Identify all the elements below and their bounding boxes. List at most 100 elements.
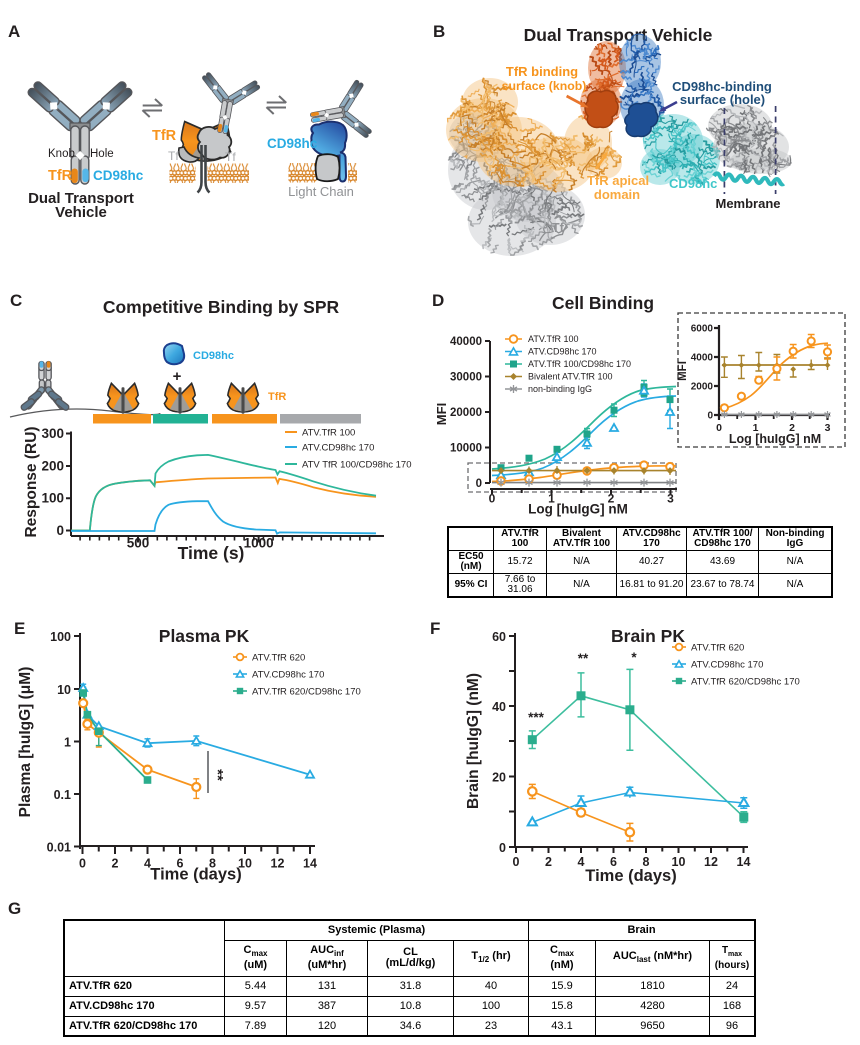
svg-text:Hole: Hole (90, 148, 114, 160)
svg-text:TfR: TfR (152, 128, 177, 144)
svg-text:Time (days): Time (days) (585, 867, 676, 885)
svg-text:100: 100 (50, 630, 71, 644)
svg-text:14: 14 (737, 855, 751, 869)
svg-text:4: 4 (578, 855, 585, 869)
svg-text:8: 8 (209, 857, 216, 871)
svg-text:0.01: 0.01 (47, 841, 71, 855)
svg-text:200: 200 (41, 459, 64, 474)
svg-text:0: 0 (489, 492, 496, 506)
svg-text:1: 1 (64, 736, 71, 750)
svg-text:ATV.CD98hc 170: ATV.CD98hc 170 (302, 443, 374, 454)
svg-text:0.1: 0.1 (54, 788, 71, 802)
svg-text:6: 6 (177, 857, 184, 871)
svg-text:ATV.TfR 100: ATV.TfR 100 (528, 334, 579, 344)
svg-text:ATV.CD98hc 170: ATV.CD98hc 170 (528, 347, 597, 357)
svg-text:0: 0 (56, 523, 64, 538)
svg-text:ATV.TfR 620/CD98hc 170: ATV.TfR 620/CD98hc 170 (691, 677, 800, 688)
svg-text:3: 3 (667, 492, 674, 506)
svg-text:2000: 2000 (691, 382, 714, 393)
svg-text:Bivalent ATV.TfR 100: Bivalent ATV.TfR 100 (528, 372, 613, 382)
svg-text:+: + (173, 368, 182, 385)
svg-text:***: *** (528, 710, 545, 725)
svg-text:100: 100 (41, 491, 64, 506)
svg-text:0: 0 (79, 857, 86, 871)
svg-text:Vehicle: Vehicle (55, 204, 107, 221)
svg-text:1000: 1000 (244, 536, 274, 551)
svg-text:ATV.CD98hc 170: ATV.CD98hc 170 (252, 670, 324, 681)
svg-text:Response (RU): Response (RU) (23, 426, 40, 537)
svg-text:6000: 6000 (691, 324, 714, 335)
svg-text:1: 1 (548, 492, 555, 506)
svg-text:10000: 10000 (450, 443, 482, 455)
svg-text:**: ** (578, 651, 589, 666)
svg-text:20: 20 (492, 771, 506, 785)
svg-text:Tf: Tf (552, 221, 565, 235)
svg-text:12: 12 (271, 857, 285, 871)
svg-text:TfR: TfR (268, 391, 286, 403)
svg-text:30000: 30000 (450, 372, 482, 384)
svg-text:12: 12 (704, 855, 718, 869)
svg-text:surface (hole): surface (hole) (680, 92, 765, 107)
svg-text:Plasma [huIgG] (μM): Plasma [huIgG] (μM) (17, 667, 34, 818)
svg-text:ATV.TfR 620/CD98hc 170: ATV.TfR 620/CD98hc 170 (252, 687, 361, 698)
svg-text:TfR binding: TfR binding (506, 64, 578, 79)
svg-text:ATV TfR 100/CD98hc 170: ATV TfR 100/CD98hc 170 (302, 460, 411, 471)
svg-text:0: 0 (716, 422, 722, 434)
svg-text:*: * (631, 650, 637, 665)
svg-text:Competitive Binding by SPR: Competitive Binding by SPR (103, 297, 340, 317)
svg-text:CD98hc: CD98hc (267, 136, 318, 151)
svg-text:Log [huIgG] nM: Log [huIgG] nM (729, 432, 821, 446)
svg-text:3: 3 (825, 422, 831, 434)
svg-text:0: 0 (707, 411, 713, 422)
svg-text:Log [huIgG] nM: Log [huIgG] nM (528, 502, 628, 517)
svg-text:2: 2 (789, 422, 795, 434)
svg-text:40: 40 (492, 700, 506, 714)
svg-text:MFI: MFI (677, 361, 689, 381)
svg-text:TfR apical: TfR apical (587, 173, 649, 188)
svg-text:500: 500 (127, 536, 150, 551)
svg-text:Light Chain: Light Chain (288, 184, 354, 199)
svg-text:TfR: TfR (48, 168, 73, 184)
svg-text:ATV.TfR 100/CD98hc 170: ATV.TfR 100/CD98hc 170 (528, 359, 631, 369)
svg-text:Membrane: Membrane (715, 196, 780, 211)
svg-text:2: 2 (545, 855, 552, 869)
svg-text:14: 14 (303, 857, 317, 871)
svg-text:non-binding IgG: non-binding IgG (528, 384, 592, 394)
svg-text:6: 6 (610, 855, 617, 869)
svg-text:4000: 4000 (691, 353, 714, 364)
svg-text:4: 4 (144, 857, 151, 871)
svg-text:ATV.TfR 100: ATV.TfR 100 (302, 428, 355, 439)
svg-text:40000: 40000 (450, 336, 482, 348)
svg-text:Time (days): Time (days) (150, 866, 241, 884)
svg-text:Dual Transport: Dual Transport (28, 190, 134, 207)
svg-text:ATV.TfR 620: ATV.TfR 620 (252, 653, 305, 664)
svg-text:surface (knob): surface (knob) (502, 79, 587, 93)
svg-text:MFI: MFI (434, 403, 449, 425)
svg-text:0: 0 (513, 855, 520, 869)
svg-text:CD98hc: CD98hc (669, 176, 717, 191)
svg-text:ATV.TfR 620: ATV.TfR 620 (691, 643, 744, 654)
svg-text:Brain [huIgG] (nM): Brain [huIgG] (nM) (465, 673, 482, 809)
svg-text:domain: domain (594, 187, 640, 202)
svg-text:CD98hc-binding: CD98hc-binding (672, 79, 772, 94)
svg-text:Knob: Knob (48, 148, 75, 160)
svg-text:CD98hc: CD98hc (93, 168, 144, 183)
svg-text:300: 300 (41, 426, 64, 441)
svg-text:**: ** (209, 769, 226, 781)
svg-text:ATV.CD98hc 170: ATV.CD98hc 170 (691, 660, 763, 671)
svg-text:10: 10 (57, 683, 71, 697)
svg-text:Tf: Tf (225, 150, 236, 164)
svg-text:CD98hc: CD98hc (193, 350, 234, 362)
svg-text:0: 0 (476, 478, 482, 490)
svg-text:Time (s): Time (s) (178, 543, 245, 563)
svg-text:8: 8 (643, 855, 650, 869)
svg-text:20000: 20000 (450, 407, 482, 419)
svg-text:Tf: Tf (168, 149, 179, 163)
svg-text:Plasma PK: Plasma PK (159, 626, 250, 646)
svg-text:Cell Binding: Cell Binding (552, 293, 654, 313)
svg-text:2: 2 (608, 492, 615, 506)
svg-text:Brain PK: Brain PK (611, 626, 685, 646)
svg-text:0: 0 (499, 841, 506, 855)
svg-text:Dual Transport Vehicle: Dual Transport Vehicle (524, 25, 713, 45)
svg-text:60: 60 (492, 630, 506, 644)
